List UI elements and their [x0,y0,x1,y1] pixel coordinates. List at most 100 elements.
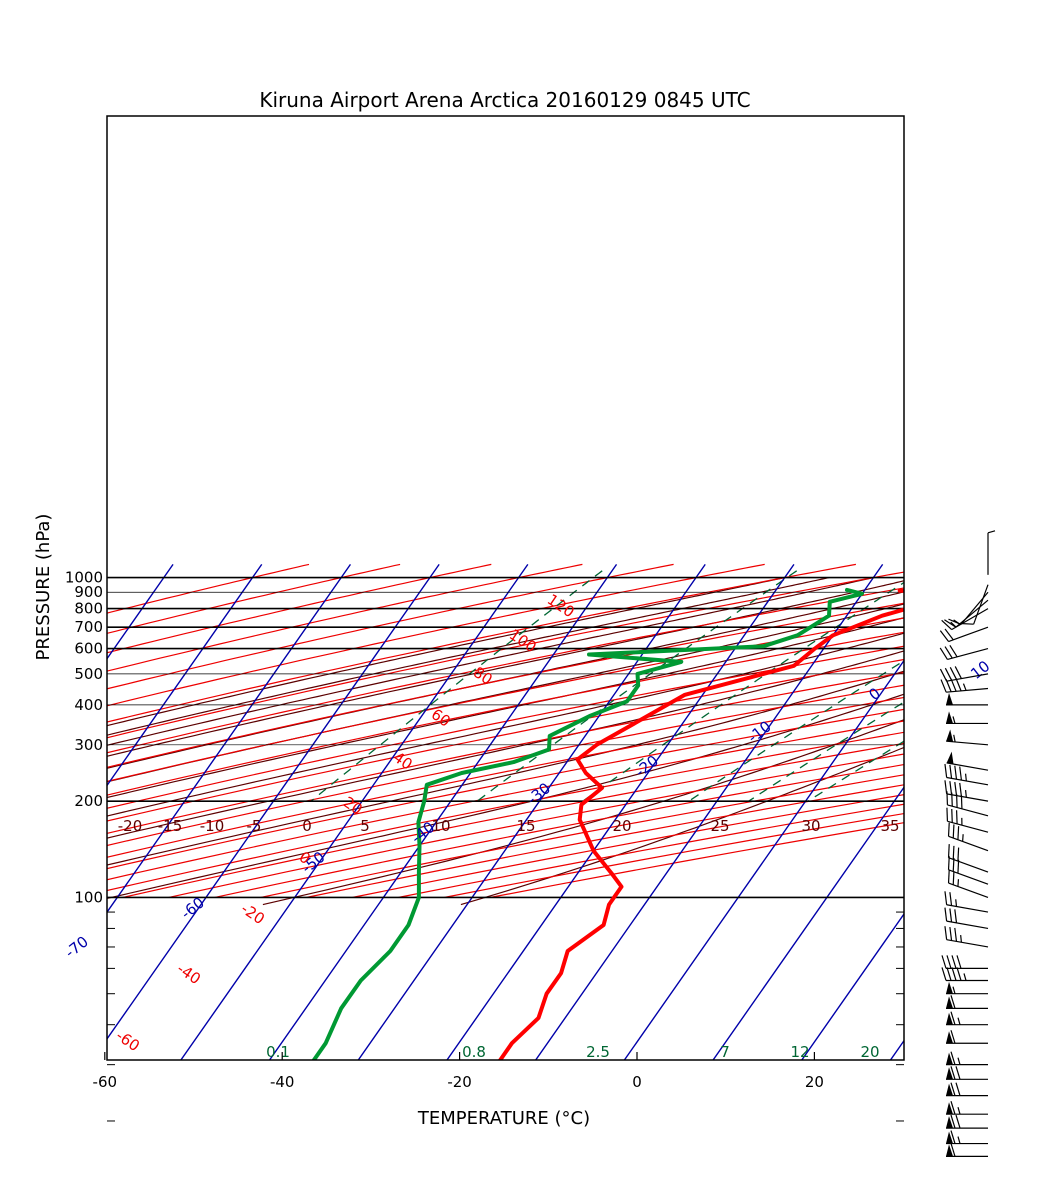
isotherm [869,564,1062,1179]
moist-adiabat [107,617,904,799]
moist-adiabat [460,746,904,906]
isotherm [800,912,904,1060]
dry-adiabat [107,658,904,822]
dry-adiabat-label: -20 [238,900,268,929]
wind-barb [944,763,989,786]
wind-barb [947,822,989,852]
moist-adiabat-label: 20 [612,817,631,835]
moist-adiabat [262,719,904,906]
wind-barb [946,807,989,833]
wind-barb [987,530,996,575]
wind-barb [946,1011,988,1026]
dry-adiabat [122,742,904,898]
isotherm [107,563,352,914]
wind-barb [946,1101,988,1115]
mixing-ratio-line [476,570,798,802]
dry-adiabat [107,563,401,634]
wind-barb [946,995,988,1009]
dry-adiabat-label: -40 [174,960,204,989]
isotherm-label: -30 [524,779,554,808]
mixing-ratio-label: 12 [790,1043,809,1061]
wind-barb [946,1114,988,1129]
moist-adiabat-label: 5 [360,817,370,835]
moist-adiabat [107,650,904,839]
dewpoint-profile [311,587,864,1060]
wind-barb [946,1066,988,1080]
moist-adiabat [107,577,785,727]
mixing-ratio-line [688,659,904,802]
isotherm [712,786,904,1060]
dry-adiabat [107,563,765,707]
y-tick-label: 700 [74,618,103,636]
moist-adiabat-label: 35 [880,817,899,835]
moist-adiabats [107,577,904,906]
moist-adiabat [107,670,904,866]
wind-barb [944,926,989,948]
wind-barb [946,791,989,817]
moist-adiabat [107,580,904,757]
moist-adiabat-label: -20 [118,817,143,835]
wind-barb [946,751,989,771]
wind-barb [939,644,989,661]
isotherm [180,563,529,1060]
y-tick-label: 100 [74,888,103,906]
moist-adiabat [107,693,904,900]
mixing-ratio-label: 0.1 [266,1043,290,1061]
isotherm [357,563,706,1060]
mixing-ratio-lines [310,570,904,802]
isobars [107,576,904,899]
dry-adiabat [107,684,904,847]
dry-adiabat [107,671,904,835]
moist-adiabat-label: -15 [158,817,183,835]
wind-barb [941,955,988,969]
wind-barb [946,1051,988,1066]
wind-barb [944,891,989,913]
y-tick-label: 800 [74,600,103,618]
moist-adiabat [107,577,830,736]
wind-barb [941,967,988,982]
y-tick-label: 200 [74,792,103,810]
y-tick-label: 1000 [65,569,103,587]
x-tick-label: 0 [632,1073,642,1091]
y-tick-label: 500 [74,665,103,683]
dry-adiabat [107,731,904,892]
wind-barb [946,711,988,725]
dry-adiabat [107,563,857,723]
y-tick-label: 400 [74,696,103,714]
dry-adiabats [107,563,904,898]
dry-adiabat-label: 20 [340,793,366,819]
wind-barbs [939,530,996,1157]
x-tick-label: -60 [93,1073,118,1091]
wind-barb [946,1030,988,1044]
line-labels: -160-150-140-130-120-110-100-90-80-70-60… [62,590,994,1061]
wind-barb [947,844,989,873]
isotherms [107,563,1062,1179]
wind-barb [940,678,989,693]
mixing-ratio-label: 0.8 [462,1043,486,1061]
isotherm [446,563,795,1060]
axes: -60-40-200201010020030040050060070080090… [65,569,904,1122]
plot-frame [106,115,905,1061]
moist-adiabat-label: 30 [801,817,820,835]
wind-barb [939,626,989,643]
x-tick-label: 20 [805,1073,824,1091]
dry-adiabat [107,696,904,858]
x-tick-label: -40 [270,1073,295,1091]
moist-adiabat-label: 15 [516,817,535,835]
dry-adiabat [490,822,904,898]
x-tick-label: -20 [447,1073,472,1091]
y-tick-label: 900 [74,583,103,601]
dry-adiabat [107,563,310,614]
wind-barb [946,981,988,995]
wind-barb [946,1130,988,1145]
y-axis-label: PRESSURE (hPa) [33,514,54,661]
isotherm-label: 10 [967,657,993,683]
mixing-ratio-label: 20 [860,1043,879,1061]
moist-adiabat [107,632,904,817]
mixing-ratio-line [310,570,603,802]
x-axis-label: TEMPERATURE (°C) [417,1108,590,1129]
chart-title: Kiruna Airport Arena Arctica 20160129 08… [259,88,750,112]
isotherm [268,563,618,1060]
dry-adiabat-label: 120 [544,590,578,621]
